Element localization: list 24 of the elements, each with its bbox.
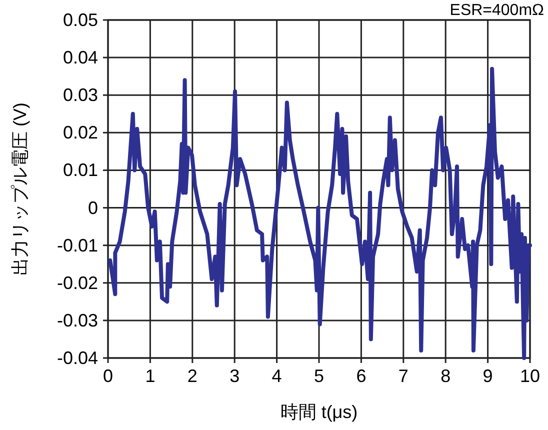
x-tick-label: 7 [398, 366, 408, 386]
y-tick-label: 0 [88, 198, 98, 218]
x-axis-title: 時間 t(μs) [280, 402, 358, 422]
y-axis-title: 出力リップル電圧 (V) [10, 102, 30, 276]
text: ESR=400mΩ [450, 2, 544, 19]
y-tick-label: 0.04 [62, 48, 98, 68]
x-tick-label: 4 [272, 366, 282, 386]
x-tick-label: 6 [356, 366, 366, 386]
y-tick-label: 0.02 [62, 122, 98, 143]
x-tick-label: 5 [314, 366, 324, 386]
y-tick-label: 0.03 [62, 85, 98, 106]
x-tick-label: 8 [440, 366, 451, 386]
y-tick-label: 0.01 [62, 160, 98, 180]
y-tick-label: -0.01 [56, 235, 98, 256]
y-tick-label: 0.05 [62, 10, 98, 30]
y-tick-label: -0.04 [56, 348, 98, 368]
x-tick-label: 3 [230, 366, 240, 386]
x-tick-label: 9 [482, 366, 493, 386]
x-tick-label: 10 [520, 366, 540, 386]
y-tick-label: -0.02 [56, 272, 98, 293]
x-tick-label: 1 [145, 366, 156, 386]
x-tick-label: 2 [187, 366, 198, 386]
x-tick-label: 0 [102, 366, 114, 386]
y-tick-label: -0.03 [56, 310, 98, 330]
